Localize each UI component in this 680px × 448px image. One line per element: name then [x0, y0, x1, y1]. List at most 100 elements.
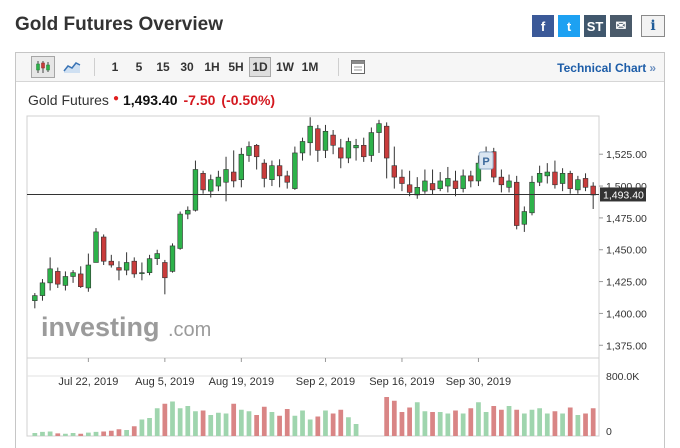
candle-body[interactable]	[146, 258, 153, 273]
candle-body[interactable]	[429, 183, 436, 191]
candle-body[interactable]	[139, 272, 145, 274]
timeframe-30[interactable]: 30	[180, 60, 194, 74]
volume-bar[interactable]	[292, 415, 298, 436]
candle-body[interactable]	[223, 169, 229, 183]
volume-bar[interactable]	[223, 413, 229, 437]
volume-bar[interactable]	[544, 413, 550, 437]
volume-bar[interactable]	[208, 415, 214, 436]
candle-body[interactable]	[445, 178, 451, 187]
candle-body[interactable]	[70, 272, 76, 277]
volume-bar[interactable]	[269, 412, 275, 436]
candle-body[interactable]	[521, 211, 528, 225]
volume-bar[interactable]	[85, 432, 91, 436]
candle-body[interactable]	[506, 180, 512, 188]
candle-body[interactable]	[93, 231, 99, 263]
timeframe-5[interactable]: 5	[135, 60, 143, 74]
candle-body[interactable]	[261, 162, 267, 179]
candle-body[interactable]	[55, 271, 61, 285]
volume-bar[interactable]	[261, 406, 267, 436]
volume-bar[interactable]	[78, 433, 84, 436]
volume-bar[interactable]	[63, 433, 68, 436]
candle-body[interactable]	[330, 134, 336, 146]
volume-bar[interactable]	[108, 430, 114, 436]
candle-body[interactable]	[345, 141, 352, 159]
candle-body[interactable]	[62, 276, 69, 286]
info-icon[interactable]: i	[641, 15, 665, 37]
volume-bar[interactable]	[40, 431, 45, 436]
candle-body[interactable]	[529, 181, 535, 214]
candle-body[interactable]	[299, 141, 306, 154]
timeframe-1d[interactable]: 1D	[249, 57, 271, 77]
volume-bar[interactable]	[514, 409, 520, 436]
candle-body[interactable]	[108, 260, 114, 266]
candle-body[interactable]	[47, 268, 53, 284]
candle-body[interactable]	[399, 176, 405, 184]
candlestick-chart-button[interactable]	[31, 56, 55, 78]
volume-bar[interactable]	[422, 411, 428, 436]
candle-body[interactable]	[292, 152, 298, 189]
candle-body[interactable]	[154, 253, 160, 259]
volume-bar[interactable]	[307, 419, 313, 437]
candle-body[interactable]	[238, 153, 245, 180]
volume-bar[interactable]	[506, 406, 512, 436]
volume-bar[interactable]	[93, 431, 99, 436]
candle-body[interactable]	[376, 123, 382, 133]
candle-body[interactable]	[307, 125, 313, 144]
candle-body[interactable]	[169, 245, 176, 272]
candle-body[interactable]	[185, 209, 191, 215]
volume-bar[interactable]	[170, 401, 175, 437]
volume-bar[interactable]	[583, 413, 588, 437]
candle-body[interactable]	[315, 128, 321, 151]
volume-bar[interactable]	[430, 412, 435, 436]
candle-body[interactable]	[192, 169, 199, 211]
candle-body[interactable]	[253, 144, 260, 158]
volume-bar[interactable]	[162, 403, 168, 436]
volume-bar[interactable]	[147, 418, 152, 436]
calendar-button[interactable]	[346, 56, 370, 78]
volume-bar[interactable]	[101, 431, 107, 437]
volume-bar[interactable]	[330, 413, 336, 437]
volume-bar[interactable]	[567, 407, 573, 437]
volume-bar[interactable]	[468, 408, 474, 436]
candle-body[interactable]	[536, 173, 543, 183]
twitter-icon[interactable]: t	[558, 15, 580, 37]
candle-body[interactable]	[514, 181, 520, 226]
candle-body[interactable]	[269, 165, 275, 180]
candle-body[interactable]	[100, 236, 107, 262]
volume-bar[interactable]	[483, 412, 489, 436]
timeframe-15[interactable]: 15	[156, 60, 170, 74]
volume-bar[interactable]	[537, 408, 543, 436]
area-chart-button[interactable]	[60, 56, 84, 78]
volume-bar[interactable]	[284, 409, 290, 436]
technical-chart-link[interactable]: Technical Chart»	[557, 61, 656, 75]
candle-body[interactable]	[39, 282, 46, 296]
candle-body[interactable]	[475, 162, 482, 182]
timeframe-1[interactable]: 1	[111, 60, 119, 74]
volume-bar[interactable]	[453, 410, 458, 437]
volume-bar[interactable]	[315, 416, 321, 437]
volume-bar[interactable]	[437, 412, 443, 436]
candle-body[interactable]	[116, 267, 122, 271]
volume-bar[interactable]	[300, 410, 305, 437]
volume-bar[interactable]	[414, 402, 420, 436]
volume-bar[interactable]	[384, 397, 390, 436]
volume-bar[interactable]	[55, 433, 61, 436]
candle-body[interactable]	[208, 179, 214, 192]
candle-body[interactable]	[559, 173, 566, 184]
volume-bar[interactable]	[216, 412, 221, 436]
volume-bar[interactable]	[521, 413, 527, 437]
candle-body[interactable]	[590, 185, 596, 196]
candle-body[interactable]	[276, 165, 283, 177]
candle-body[interactable]	[200, 173, 206, 191]
candle-body[interactable]	[437, 180, 443, 189]
volume-bar[interactable]	[391, 400, 397, 436]
event-marker[interactable]	[478, 151, 494, 170]
candle-body[interactable]	[123, 262, 130, 271]
candle-body[interactable]	[468, 175, 474, 182]
volume-bar[interactable]	[460, 413, 466, 437]
volume-bar[interactable]	[323, 410, 328, 437]
candle-body[interactable]	[162, 262, 168, 279]
candle-body[interactable]	[284, 175, 290, 183]
timeframe-1m[interactable]: 1M	[301, 60, 319, 74]
candle-body[interactable]	[322, 130, 329, 151]
